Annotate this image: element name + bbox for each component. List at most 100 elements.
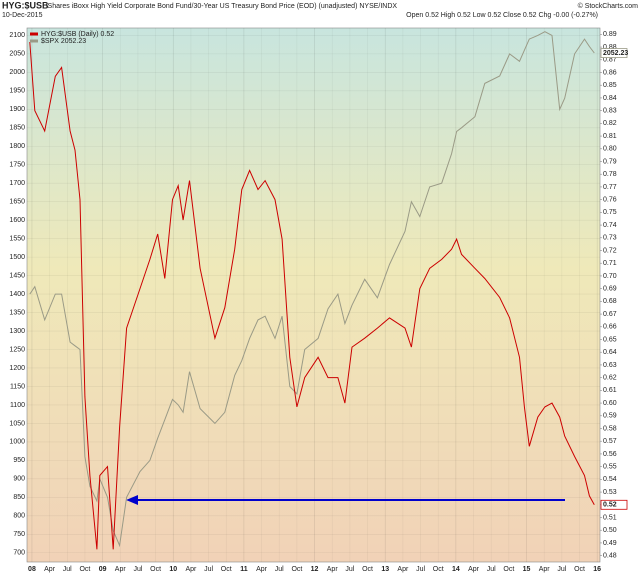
y-tick-label: 1350 [9,309,25,316]
x-tick-label: 16 [593,566,601,573]
y2-tick-label: 0.62 [603,374,617,381]
y2-tick-label: 0.53 [603,489,617,496]
y2-tick-label: 0.50 [603,527,617,534]
value-tag-box [600,48,628,58]
y2-tick-label: 0.77 [603,184,617,191]
x-tick-label: Jul [204,566,213,573]
y2-tick-label: 0.79 [603,158,617,165]
y-tick-label: 1000 [9,439,25,446]
legend-swatch [30,39,38,43]
y-tick-label: 1700 [9,180,25,187]
y2-tick-label: 0.58 [603,425,617,432]
y2-tick-label: 0.70 [603,273,617,280]
y2-tick-label: 0.75 [603,209,617,216]
x-tick-label: Oct [362,566,373,573]
y-tick-label: 1850 [9,125,25,132]
y2-tick-label: 0.72 [603,247,617,254]
y2-tick-label: 0.61 [603,387,617,394]
y2-tick-label: 0.71 [603,260,617,267]
x-tick-label: Jul [275,566,284,573]
x-tick-label: Oct [150,566,161,573]
y2-tick-label: 0.49 [603,540,617,547]
y-tick-label: 1500 [9,254,25,261]
y-tick-label: 1300 [9,328,25,335]
y-tick-label: 950 [13,457,25,464]
date: 10-Dec-2015 [2,12,43,19]
y2-tick-label: 0.83 [603,107,617,114]
y2-tick-label: 0.85 [603,82,617,89]
legend-label: $SPX 2052.23 [41,38,86,45]
y-tick-label: 1450 [9,272,25,279]
y-tick-label: 1750 [9,162,25,169]
y-tick-label: 1400 [9,291,25,298]
value-tag: 2052.23 [603,50,628,57]
legend-swatch [30,32,38,36]
y2-tick-label: 0.55 [603,463,617,470]
y2-tick-label: 0.80 [603,146,617,153]
plot-area [26,27,601,563]
x-tick-label: Oct [503,566,514,573]
y-tick-label: 2050 [9,51,25,58]
x-tick-label: Oct [79,566,90,573]
x-tick-label: Jul [557,566,566,573]
y2-tick-label: 0.81 [603,133,617,140]
y-tick-label: 1200 [9,365,25,372]
y2-tick-label: 0.84 [603,95,617,102]
y-tick-label: 1950 [9,88,25,95]
y-tick-label: 900 [13,476,25,483]
x-tick-label: Apr [539,566,551,573]
y2-tick-label: 0.89 [603,31,617,38]
y2-tick-label: 0.66 [603,324,617,331]
x-tick-label: 12 [311,566,319,573]
y2-tick-label: 0.88 [603,44,617,51]
y2-tick-label: 0.86 [603,69,617,76]
y-tick-label: 850 [13,494,25,501]
y2-tick-label: 0.69 [603,285,617,292]
y-tick-label: 2000 [9,69,25,76]
y-tick-label: 750 [13,531,25,538]
y2-tick-label: 0.67 [603,311,617,318]
y2-tick-label: 0.63 [603,362,617,369]
y2-tick-label: 0.56 [603,451,617,458]
y2-tick-label: 0.54 [603,476,617,483]
x-tick-label: 08 [28,566,36,573]
x-tick-label: Apr [185,566,197,573]
x-tick-label: Jul [416,566,425,573]
y-tick-label: 1800 [9,143,25,150]
y2-tick-label: 0.87 [603,57,617,64]
y2-tick-label: 0.76 [603,196,617,203]
x-tick-label: 09 [99,566,107,573]
x-tick-label: Jul [63,566,72,573]
x-tick-label: Oct [221,566,232,573]
x-tick-label: Apr [468,566,480,573]
y-tick-label: 1150 [10,383,25,390]
y-tick-label: 1550 [9,235,25,242]
y2-tick-label: 0.73 [603,235,617,242]
x-tick-label: Jul [133,566,142,573]
chart-subtitle: iShares iBoxx High Yield Corporate Bond … [46,3,397,10]
y-tick-label: 2100 [9,32,25,39]
series-line [29,31,595,548]
y2-tick-label: 0.57 [603,438,617,445]
y2-tick-label: 0.60 [603,400,617,407]
x-tick-label: 10 [169,566,177,573]
y-tick-label: 1600 [9,217,25,224]
y2-tick-label: 0.78 [603,171,617,178]
y2-tick-label: 0.65 [603,336,617,343]
x-tick-label: 15 [523,566,531,573]
x-tick-label: Apr [115,566,127,573]
x-tick-label: Oct [433,566,444,573]
legend-label: HYG:$USB (Daily) 0.52 [41,31,114,38]
x-tick-label: Oct [291,566,302,573]
x-tick-label: Apr [44,566,56,573]
y-tick-label: 1250 [9,346,25,353]
chart-title: HYG:$USB [2,0,49,10]
y-tick-label: 1900 [9,106,25,113]
y-tick-label: 1650 [9,199,25,206]
x-tick-label: 11 [240,566,248,573]
y-tick-label: 1050 [9,420,25,427]
annotation-arrow [126,495,565,505]
series-line [29,41,595,550]
x-tick-label: Oct [574,566,585,573]
